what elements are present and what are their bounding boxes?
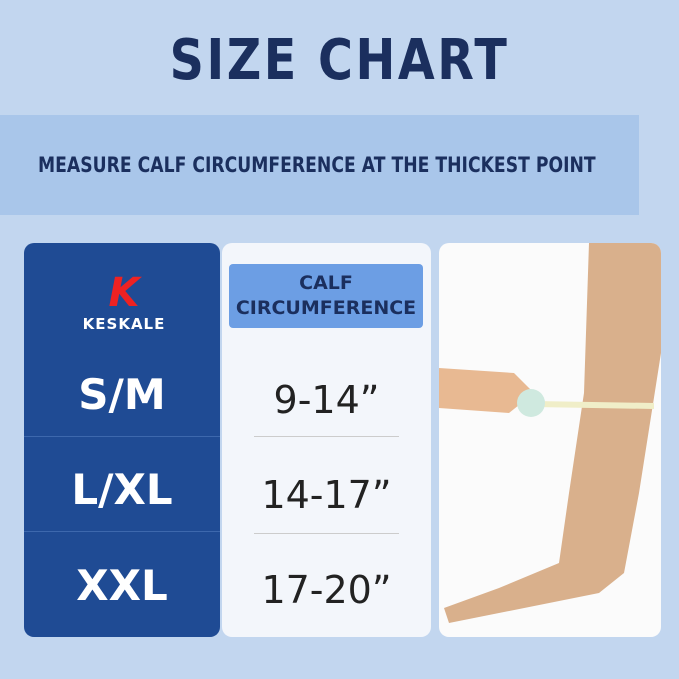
calf-measurement-photo — [439, 243, 661, 637]
divider — [24, 531, 220, 532]
divider — [254, 436, 399, 437]
logo-mark-icon: K — [108, 270, 140, 316]
leg-illustration — [439, 243, 661, 623]
range-value: 14-17” — [261, 473, 392, 517]
column-header: CALF CIRCUMFERENCE — [229, 264, 423, 328]
size-label: XXL — [76, 561, 168, 610]
divider — [254, 533, 399, 534]
divider — [24, 436, 220, 437]
range-value: 9-14” — [273, 378, 380, 422]
instruction-band: MEASURE CALF CIRCUMFERENCE AT THE THICKE… — [0, 115, 639, 215]
range-value: 17-20” — [261, 568, 392, 612]
measurement-column: CALF CIRCUMFERENCE 9-14” 14-17” 17-20” — [222, 243, 431, 637]
instruction-text: MEASURE CALF CIRCUMFERENCE AT THE THICKE… — [38, 153, 596, 177]
brand-logo: K KESKALE — [64, 271, 184, 339]
size-column: K KESKALE S/M L/XL XXL — [24, 243, 220, 637]
size-label: S/M — [78, 370, 166, 419]
page-title: SIZE CHART — [169, 28, 510, 93]
size-label: L/XL — [71, 465, 173, 514]
brand-name: KESKALE — [82, 315, 166, 333]
